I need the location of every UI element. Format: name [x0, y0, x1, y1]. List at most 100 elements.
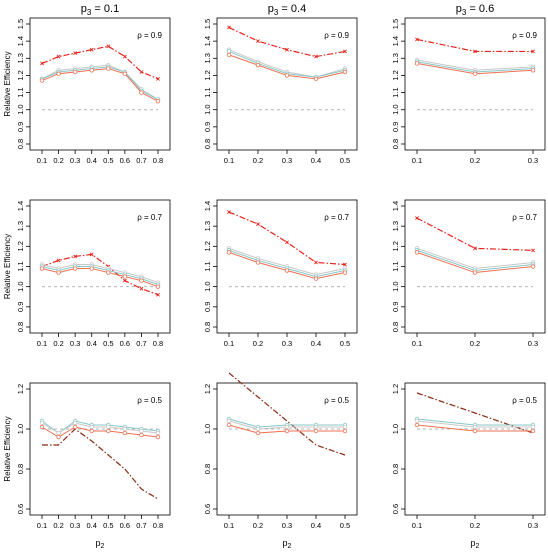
data-point — [139, 286, 144, 291]
y-tick-label: 1.2 — [203, 384, 212, 394]
panel-r0-c0: 0.8 0.9 1.0 1.1 1.2 1.3 1.4 1.5 0.1 0.2 0.3 0.4 0.5 0… — [16, 17, 171, 165]
y-axis-label: Relative Efficiency — [3, 416, 12, 481]
x-tick-label: 0.5 — [340, 156, 350, 165]
data-point — [139, 70, 144, 74]
x-tick-label: 0.1 — [224, 156, 234, 165]
column-title: p3 = 0.4 — [268, 3, 306, 17]
y-tick-label: 1.0 — [16, 424, 25, 434]
data-point — [342, 69, 348, 75]
data-point — [415, 37, 419, 42]
x-tick-label: 0.2 — [253, 521, 263, 530]
x-tick-label: 0.2 — [470, 156, 480, 165]
y-tick-label: 0.9 — [203, 302, 212, 312]
data-point — [473, 49, 477, 54]
data-point — [56, 430, 61, 436]
data-point — [284, 428, 290, 434]
y-tick-label: 1.2 — [16, 241, 25, 251]
data-point — [56, 270, 61, 275]
y-tick-label: 1.2 — [391, 384, 400, 394]
data-point — [89, 47, 94, 52]
x-tick-label: 0.3 — [528, 156, 538, 165]
data-point — [139, 432, 144, 438]
y-tick-label: 1.4 — [203, 201, 212, 211]
rho-annotation: ρ = 0.5 — [512, 396, 537, 405]
x-tick-label: 0.1 — [412, 339, 422, 348]
x-tick-label: 0.8 — [153, 156, 163, 165]
data-point — [56, 434, 61, 440]
rho-annotation: ρ = 0.9 — [512, 31, 537, 40]
data-point — [56, 54, 61, 59]
column-title: p3 = 0.1 — [81, 3, 119, 17]
y-tick-label: 1.4 — [391, 36, 400, 46]
x-tick-label: 0.7 — [136, 521, 146, 530]
x-tick-label: 0.5 — [103, 521, 113, 530]
y-tick-label: 1.4 — [16, 36, 25, 46]
series-line-gray — [41, 422, 159, 434]
y-tick-label: 1.0 — [16, 104, 25, 114]
data-point — [72, 420, 78, 426]
data-point — [40, 61, 44, 66]
data-point — [139, 90, 144, 95]
x-tick-label: 0.1 — [37, 339, 47, 348]
data-point — [56, 258, 61, 263]
x-axis-label: p2 — [471, 538, 480, 550]
y-tick-label: 0.9 — [391, 302, 400, 312]
data-point — [314, 260, 318, 265]
data-point — [122, 430, 128, 436]
x-tick-label: 0.7 — [136, 339, 146, 348]
series-line-dark — [42, 428, 159, 500]
data-point — [256, 39, 260, 44]
y-tick-label: 1.3 — [16, 221, 25, 231]
rho-annotation: ρ = 0.9 — [324, 31, 349, 40]
data-point — [414, 418, 420, 424]
y-tick-label: 1.4 — [16, 201, 25, 211]
data-point — [122, 54, 127, 59]
data-point — [472, 424, 478, 430]
y-tick-label: 1.1 — [203, 87, 212, 97]
y-tick-label: 1.5 — [203, 19, 212, 29]
x-tick-label: 0.3 — [70, 339, 80, 348]
x-tick-label: 0.1 — [224, 339, 234, 348]
y-tick-label: 1.0 — [203, 104, 212, 114]
data-point — [226, 418, 232, 424]
panel-r2-c1: 0.6 0.8 1.0 1.2 0.1 0.2 0.3 0.4 0.5 ρ = 0.5 — [203, 372, 358, 530]
data-point — [314, 54, 318, 59]
y-tick-label: 1.0 — [391, 424, 400, 434]
data-point — [122, 278, 127, 283]
data-point — [56, 71, 61, 76]
y-tick-label: 1.1 — [16, 87, 25, 97]
data-point — [255, 260, 261, 265]
data-point — [313, 424, 319, 430]
data-point — [342, 428, 348, 434]
data-point — [106, 270, 111, 275]
data-point — [313, 428, 319, 434]
x-tick-label: 0.1 — [37, 156, 47, 165]
data-point — [39, 424, 45, 430]
y-tick-label: 0.8 — [391, 464, 400, 474]
data-point — [155, 284, 161, 289]
series-line-orange — [41, 426, 159, 438]
data-point — [255, 426, 261, 432]
x-tick-label: 0.4 — [86, 156, 96, 165]
x-tick-label: 0.2 — [470, 339, 480, 348]
data-point — [343, 262, 347, 267]
panel-r0-c2: 0.8 0.9 1.0 1.1 1.2 1.3 1.4 1.5 0.1 0.2 0.3 ρ = 0.9 — [391, 17, 546, 165]
data-point — [139, 428, 144, 434]
y-tick-label: 0.6 — [203, 504, 212, 514]
x-tick-label: 0.4 — [311, 156, 321, 165]
series-line-gray — [41, 263, 159, 284]
data-point — [256, 222, 260, 227]
data-point — [313, 276, 319, 281]
x-tick-label: 0.2 — [53, 521, 63, 530]
series-line-orange — [41, 68, 159, 102]
x-tick-label: 0.7 — [136, 156, 146, 165]
data-point — [39, 420, 45, 426]
y-tick-label: 1.1 — [391, 261, 400, 271]
data-point — [313, 76, 319, 82]
panel-r1-c1: 0.8 0.9 1.0 1.1 1.2 1.3 1.4 0.1 0.2 0.3 0.4 0.5 ρ = … — [203, 199, 358, 348]
data-point — [106, 428, 111, 434]
y-tick-label: 1.3 — [203, 53, 212, 63]
panel-r1-c2: 0.8 0.9 1.0 1.1 1.2 1.3 1.4 0.1 0.2 0.3 ρ = 0.7 — [391, 199, 546, 348]
y-tick-label: 1.4 — [203, 36, 212, 46]
data-point — [473, 246, 477, 251]
